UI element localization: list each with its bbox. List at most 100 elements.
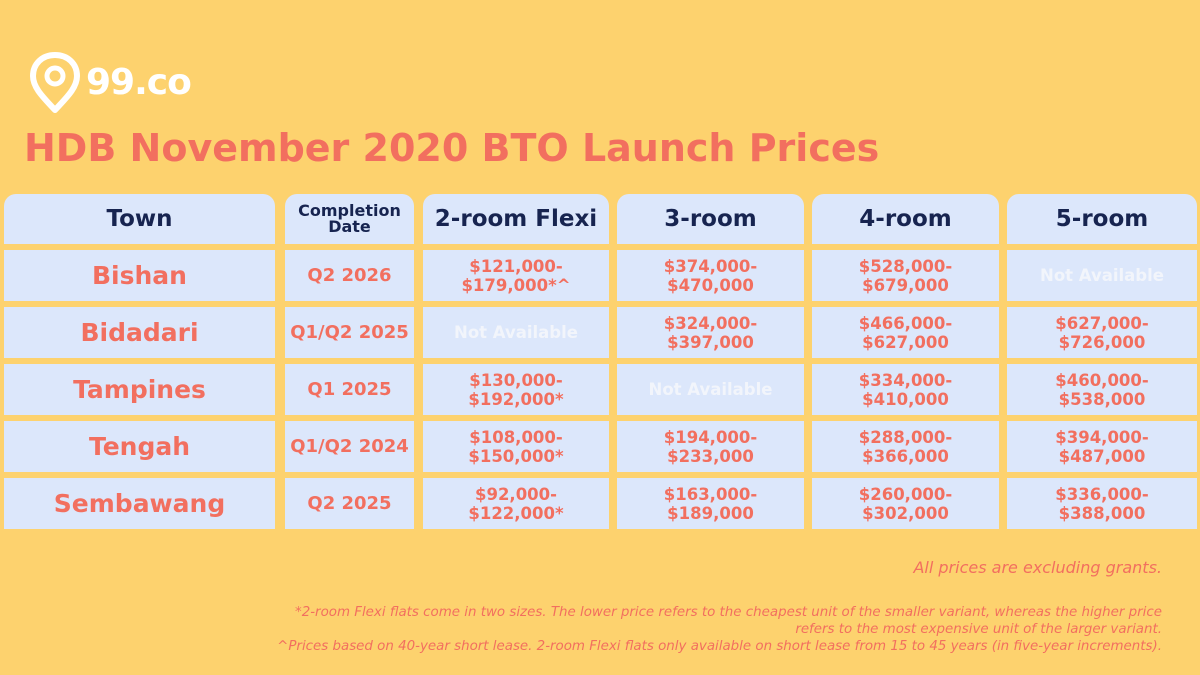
column-header-label: Completion Date [298,201,401,236]
town-cell: Tengah [4,421,275,472]
price-cell: $627,000- $726,000 [1007,307,1197,358]
price-min: $336,000- [1055,484,1149,504]
price-cell: $288,000- $366,000 [812,421,999,472]
column-header: 3-room [617,194,804,244]
price-max: $388,000 [1058,503,1146,523]
town-name: Bishan [92,261,187,290]
not-available-label: Not Available [1040,266,1164,285]
price-min: $374,000- [663,256,758,276]
completion-date: Q2 2026 [307,265,392,286]
grants-note: All prices are excluding grants. [913,558,1162,577]
town-cell: Sembawang [4,478,275,529]
column-header: Town [4,194,275,244]
column-header-label: 5-room [1055,206,1149,232]
price-range: $92,000- $122,000* [468,485,563,523]
price-min: $163,000- [663,484,758,504]
price-max: $538,000 [1058,389,1146,409]
price-cell: $334,000- $410,000 [812,364,999,415]
price-max: $679,000 [862,275,949,295]
town-name: Tengah [88,432,191,461]
price-cell-not-available: Not Available [1007,250,1197,301]
map-pin-icon [30,52,80,113]
price-cell: $374,000- $470,000 [617,250,804,301]
price-min: $394,000- [1055,427,1149,447]
price-cell: $121,000- $179,000*^ [423,250,609,301]
price-cell: $92,000- $122,000* [423,478,609,529]
price-max: $726,000 [1058,332,1146,352]
price-min: $334,000- [858,370,953,390]
price-cell-not-available: Not Available [617,364,804,415]
price-max: $179,000*^ [461,275,571,295]
completion-date-cell: Q1 2025 [285,364,414,415]
column-header-label: 2-room Flexi [434,206,598,232]
price-cell: $130,000- $192,000* [423,364,609,415]
price-min: $121,000- [469,256,563,276]
price-max: $366,000 [862,446,949,466]
price-cell: $108,000- $150,000* [423,421,609,472]
town-name: Tampines [73,375,206,404]
completion-date: Q1 2025 [307,379,392,400]
column-header: 5-room [1007,194,1197,244]
price-range: $627,000- $726,000 [1055,314,1148,352]
price-cell: $336,000- $388,000 [1007,478,1197,529]
column-header: Completion Date [285,194,414,244]
price-max: $233,000 [667,446,754,466]
price-cell: $324,000- $397,000 [617,307,804,358]
lease-note: ^Prices based on 40-year short lease. 2-… [277,639,1162,654]
column-header: 2-room Flexi [423,194,609,244]
flexi-note-line-2: refers to the most expensive unit of the… [795,622,1162,637]
town-name: Bidadari [80,318,199,347]
price-range: $460,000- $538,000 [1055,371,1148,409]
price-cell: $460,000- $538,000 [1007,364,1197,415]
completion-date: Q1/Q2 2024 [290,436,409,457]
not-available-label: Not Available [454,323,578,342]
not-available-label: Not Available [648,380,773,399]
price-range: $394,000- $487,000 [1055,428,1148,466]
price-min: $460,000- [1055,370,1149,390]
price-max: $189,000 [667,503,754,523]
column-header: 4-room [812,194,999,244]
town-name: Sembawang [53,489,226,518]
price-range: $374,000- $470,000 [664,257,757,295]
price-range: $163,000- $189,000 [664,485,757,523]
price-cell: $528,000- $679,000 [812,250,999,301]
price-range: $336,000- $388,000 [1055,485,1148,523]
brand-name: 99.co [86,62,192,103]
price-range: $528,000- $679,000 [859,257,952,295]
price-max: $627,000 [862,332,949,352]
completion-date: Q1/Q2 2025 [290,322,409,343]
price-range: $324,000- $397,000 [664,314,757,352]
column-header-label: 4-room [859,206,952,232]
price-range: $288,000- $366,000 [859,428,952,466]
price-max: $150,000* [468,446,564,466]
price-min: $130,000- [469,370,563,390]
price-max: $470,000 [667,275,754,295]
price-range: $121,000- $179,000*^ [461,257,570,295]
completion-date: Q2 2025 [307,493,392,514]
price-max: $122,000* [468,503,564,523]
completion-date-cell: Q2 2026 [285,250,414,301]
brand-logo: 99.co [30,52,192,114]
page-title: HDB November 2020 BTO Launch Prices [24,126,880,170]
price-range: $108,000- $150,000* [468,428,563,466]
price-cell: $394,000- $487,000 [1007,421,1197,472]
town-cell: Tampines [4,364,275,415]
footnotes: *2-room Flexi flats come in two sizes. T… [22,604,1162,655]
price-cell: $163,000- $189,000 [617,478,804,529]
price-min: $324,000- [663,313,758,333]
price-range: $260,000- $302,000 [859,485,952,523]
price-min: $466,000- [858,313,953,333]
price-range: $334,000- $410,000 [859,371,952,409]
price-min: $194,000- [663,427,758,447]
town-cell: Bishan [4,250,275,301]
price-cell-not-available: Not Available [423,307,609,358]
price-range: $194,000- $233,000 [664,428,757,466]
price-cell: $260,000- $302,000 [812,478,999,529]
completion-date-cell: Q1/Q2 2025 [285,307,414,358]
completion-date-cell: Q2 2025 [285,478,414,529]
price-cell: $466,000- $627,000 [812,307,999,358]
column-header-label: 3-room [664,206,757,232]
price-table: Town Completion Date 2-room Flexi 3-room 4-r… [4,194,1197,529]
price-min: $92,000- [474,484,557,504]
flexi-note-line-1: *2-room Flexi flats come in two sizes. T… [295,605,1162,620]
